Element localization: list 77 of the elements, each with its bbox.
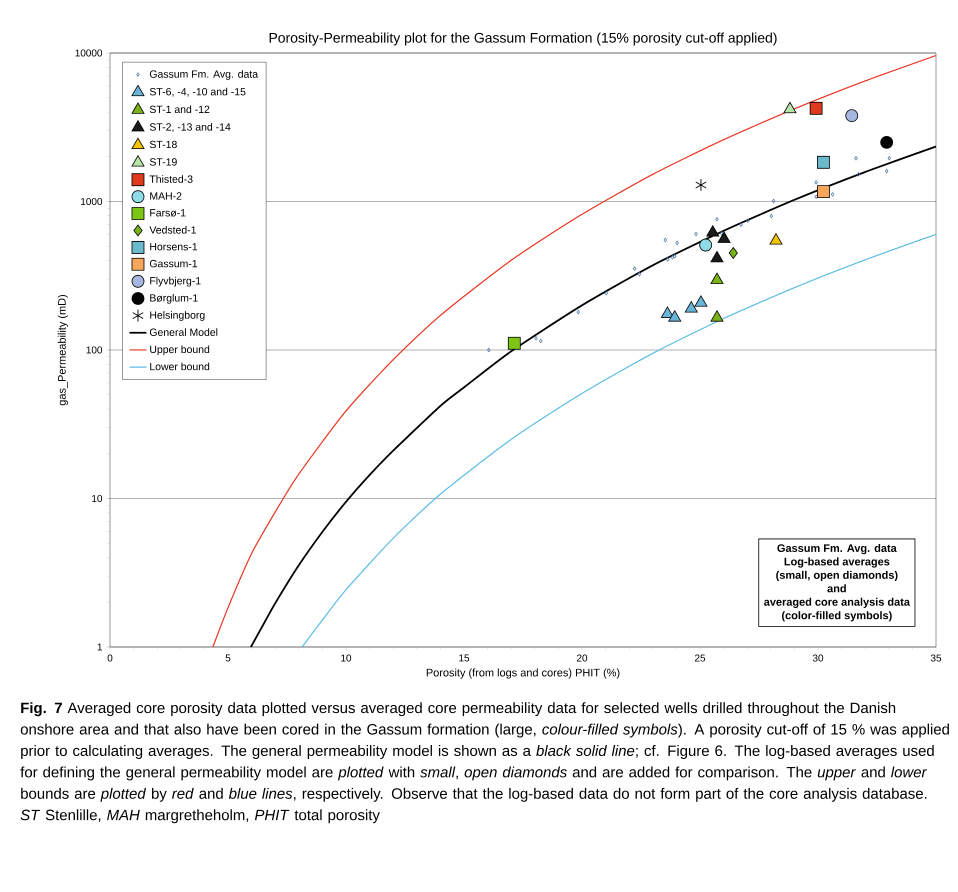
point <box>884 168 888 174</box>
annotation: Gassum Fm. Avg. data <box>777 544 897 554</box>
y-tick-label: 1 <box>98 644 102 650</box>
legend-label: Lower bound <box>150 362 210 370</box>
legend-label: MAH-2 <box>150 192 182 200</box>
legend-label: Thisted-3 <box>150 175 193 183</box>
point <box>746 218 750 223</box>
point <box>728 247 738 259</box>
x-tick-label: 30 <box>812 654 824 662</box>
legend-label: Gassum-1 <box>150 260 198 268</box>
point <box>810 102 823 115</box>
legend-label: ST-1 and -12 <box>150 105 210 114</box>
point <box>604 291 608 296</box>
text: Fig. 7 Averaged core porosity data plotted versus averaged core permeability data for selected wells drilled throughout the Danish onshore area and that also have been cored in the Gassum formation (large, colour-filled symbols). A porosity cut-off of 15 % was applied prior to calculating averages. The general permeability model is shown as a black solid line; cf. Figure 6. The log-based averages used for defining the general permeability model are plotted with small, open diamonds and are added for comparison. The upper and lower bounds are plotted by red and blue lines, respectively. Observe that the log-based data do not form part of the core analysis database. ST Stenlille, MAH margretheholm, PHIT total porosity <box>20 702 949 824</box>
legend-label: General Model <box>150 328 218 336</box>
y-tick-label: 100 <box>86 346 102 354</box>
legend-label: ST-19 <box>150 158 177 166</box>
chart-title: Porosity-Permeability plot for the Gassum Formation (15% porosity cut-off applied) <box>270 32 777 46</box>
y-tick-label: 10000 <box>76 49 102 57</box>
annotation: and <box>827 584 846 592</box>
legend-label: Upper bound <box>150 345 210 356</box>
point <box>632 266 636 271</box>
x-tick-label: 10 <box>341 654 352 662</box>
point <box>888 156 891 160</box>
x-tick-label: 35 <box>930 654 942 662</box>
x-tick-label: 5 <box>226 654 230 662</box>
y-axis-title: gas_Permeability (mD) <box>58 294 68 406</box>
point <box>845 109 858 122</box>
legend-label: Vedsted-1 <box>149 226 196 234</box>
legend-label: Børglum-1 <box>150 294 198 304</box>
point <box>814 180 818 184</box>
point <box>720 231 724 236</box>
y-tick-label: 1000 <box>81 198 102 206</box>
point <box>664 238 668 242</box>
annotation: (color-filled symbols) <box>782 611 892 622</box>
annotation: averaged core analysis data <box>764 598 910 608</box>
point <box>508 336 521 350</box>
point <box>880 136 894 149</box>
point <box>715 217 719 222</box>
point <box>673 254 676 258</box>
point <box>830 192 834 197</box>
point <box>854 156 858 160</box>
point <box>699 238 712 252</box>
legend-label: Gassum Fm. Avg. data <box>150 70 258 80</box>
legend-label: Horsens-1 <box>150 243 198 250</box>
legend-label: ST-2, -13 and -14 <box>150 122 230 132</box>
x-tick-label: 15 <box>459 654 470 662</box>
legend-label: Flyvbjerg-1 <box>150 276 201 287</box>
point <box>814 194 818 199</box>
legend-label: Helsingborg <box>150 311 205 321</box>
annotation: (small, open diamonds) <box>776 570 898 582</box>
point <box>770 214 773 218</box>
point <box>739 222 743 227</box>
legend-label: ST-6, -4, -10 and -15 <box>150 88 246 97</box>
point <box>487 348 490 352</box>
point <box>772 198 776 204</box>
point <box>666 257 670 262</box>
point <box>817 185 830 198</box>
point <box>576 310 580 314</box>
point <box>817 156 830 169</box>
x-axis-title: Porosity (from logs and cores) PHIT (%) <box>426 668 620 679</box>
y-tick-label: 10 <box>92 494 102 502</box>
point <box>638 272 642 276</box>
x-tick-label: 25 <box>694 654 706 662</box>
point <box>534 336 538 340</box>
point <box>670 255 674 260</box>
legend-label: Farsø-1 <box>150 209 186 217</box>
point <box>694 232 698 236</box>
x-tick-label: 0 <box>108 654 112 662</box>
legend-label: ST-18 <box>150 140 177 148</box>
point <box>539 338 542 344</box>
line-series <box>302 234 936 647</box>
point <box>856 172 860 176</box>
x-tick-label: 20 <box>576 654 588 662</box>
point <box>695 178 707 192</box>
point <box>675 240 679 246</box>
annotation: Log-based averages <box>784 557 890 568</box>
